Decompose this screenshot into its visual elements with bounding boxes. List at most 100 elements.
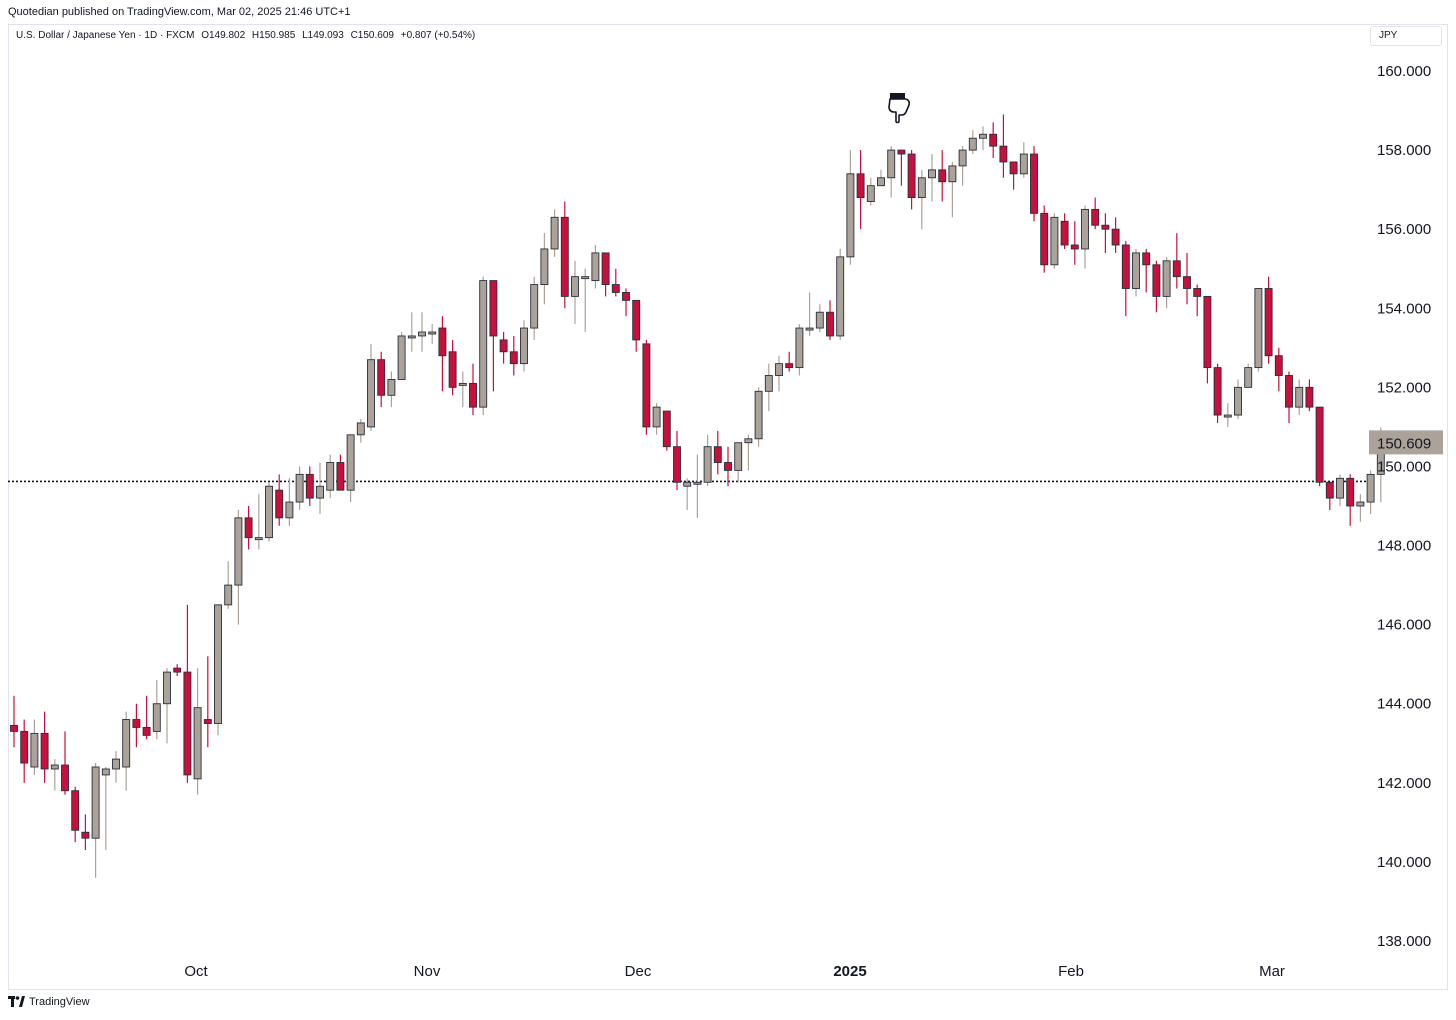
candle-body — [438, 327, 447, 357]
candle-body — [418, 331, 426, 337]
candle-body — [152, 703, 161, 732]
candle — [928, 154, 936, 202]
candle-body — [1223, 414, 1232, 418]
candle — [265, 482, 273, 542]
legend-close: C150.609 — [350, 30, 394, 41]
candle-body — [30, 732, 39, 768]
y-axis[interactable]: 160.000 158.000 156.000 154.000 152.000 150.0… — [1377, 63, 1431, 950]
candle — [775, 355, 783, 392]
candle — [907, 150, 916, 210]
candle — [948, 161, 957, 218]
candle-body — [846, 173, 855, 258]
candle-body — [1203, 295, 1212, 369]
y-tick-label: 146.000 — [1377, 617, 1431, 634]
candle — [1213, 363, 1222, 423]
candle — [622, 288, 630, 317]
pointing-hand-icon[interactable] — [888, 93, 911, 124]
chart-frame — [8, 24, 1448, 990]
last-price-label: 150.609 — [1369, 430, 1443, 455]
candle-body — [520, 327, 528, 365]
candle — [1091, 197, 1100, 230]
candle-body — [785, 363, 794, 369]
candle — [1193, 284, 1202, 317]
currency-selector[interactable]: JPY — [1370, 26, 1442, 46]
candle — [183, 604, 192, 783]
candle-body — [540, 248, 549, 285]
candle-body — [1091, 208, 1100, 226]
candle — [836, 248, 845, 340]
candle — [1325, 481, 1334, 510]
y-tick-label: 150.000 — [1377, 458, 1431, 475]
candle — [234, 509, 243, 625]
footer-brand[interactable]: TradingView — [29, 996, 90, 1008]
legend-open: O149.802 — [201, 30, 246, 41]
candle — [50, 759, 59, 791]
candle-body — [1009, 161, 1018, 175]
candle-body — [71, 790, 80, 831]
y-tick-label: 154.000 — [1377, 300, 1431, 317]
candle — [1234, 379, 1242, 419]
candle — [275, 474, 284, 526]
candle-body — [999, 145, 1008, 163]
candle-body — [1111, 228, 1120, 246]
x-tick-label: 2025 — [833, 963, 866, 980]
candle-body — [1101, 224, 1110, 230]
candle-body — [1142, 252, 1151, 266]
candle — [1223, 403, 1232, 427]
candle-body — [1040, 212, 1049, 266]
candle-body — [795, 327, 804, 369]
candle — [1336, 474, 1344, 506]
candle — [407, 312, 416, 352]
candle-body — [611, 284, 620, 293]
candle — [683, 478, 692, 510]
candle — [1254, 288, 1263, 372]
y-tick-label: 158.000 — [1377, 142, 1431, 159]
candle — [1305, 379, 1314, 412]
candle-body — [489, 280, 498, 337]
candle-body — [458, 382, 467, 386]
candle-body — [183, 671, 192, 776]
candle — [91, 763, 100, 878]
candle-body — [61, 764, 69, 792]
candle — [611, 268, 620, 297]
candle-body — [673, 446, 681, 483]
candle-body — [1346, 477, 1355, 507]
candle-body — [244, 517, 253, 539]
candle-body — [1132, 252, 1140, 289]
annotation-layer — [888, 93, 911, 124]
candle-body — [203, 719, 212, 724]
y-tick-label: 148.000 — [1377, 538, 1431, 555]
candle-body — [1081, 208, 1089, 250]
candle — [1183, 252, 1191, 305]
tradingview-logo-icon — [8, 996, 25, 1008]
candle-body — [142, 727, 151, 736]
y-tick-label: 140.000 — [1377, 854, 1431, 871]
candle — [346, 434, 355, 503]
candle-body — [1060, 220, 1069, 246]
candle-body — [866, 185, 875, 202]
legend-symbol[interactable]: U.S. Dollar / Japanese Yen · 1D · FXCM — [16, 30, 195, 41]
candle — [40, 711, 49, 783]
candle — [377, 351, 386, 408]
candle-body — [499, 339, 508, 353]
candle-body — [775, 363, 783, 376]
candle-body — [50, 764, 59, 770]
candle — [142, 695, 151, 740]
candle — [540, 233, 549, 305]
candle — [601, 252, 610, 297]
candle-body — [1305, 386, 1314, 408]
candle-body — [683, 481, 692, 487]
candle — [1101, 213, 1110, 253]
candle-body — [744, 438, 753, 444]
candle — [846, 150, 855, 265]
candle-body — [622, 292, 630, 301]
candle — [479, 276, 488, 416]
x-axis[interactable]: Oct Nov Dec 2025 Feb Mar — [184, 963, 1285, 980]
candle — [724, 446, 732, 487]
candle-body — [254, 537, 263, 541]
candle — [1070, 221, 1079, 265]
candle — [1060, 213, 1069, 249]
candle-body — [336, 462, 345, 491]
candle — [530, 276, 539, 340]
